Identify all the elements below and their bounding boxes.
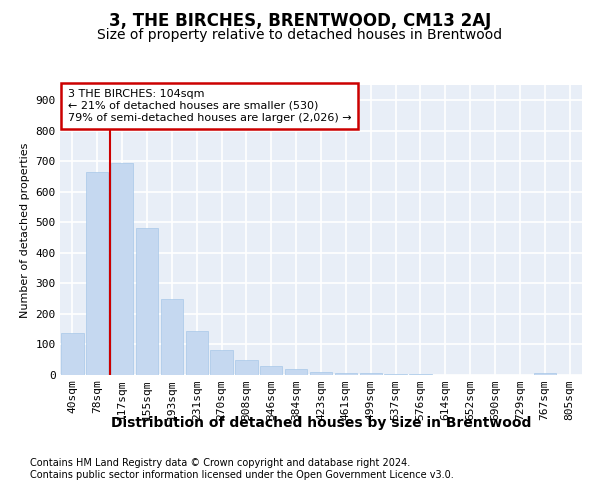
Text: 3, THE BIRCHES, BRENTWOOD, CM13 2AJ: 3, THE BIRCHES, BRENTWOOD, CM13 2AJ bbox=[109, 12, 491, 30]
Bar bbox=[359, 374, 382, 375]
Text: Contains public sector information licensed under the Open Government Licence v3: Contains public sector information licen… bbox=[30, 470, 454, 480]
Y-axis label: Number of detached properties: Number of detached properties bbox=[20, 142, 30, 318]
Bar bbox=[285, 369, 307, 375]
Bar bbox=[385, 374, 407, 375]
Bar bbox=[260, 366, 283, 375]
Bar bbox=[161, 300, 183, 375]
Bar bbox=[533, 372, 556, 375]
Bar bbox=[235, 360, 257, 375]
Text: 3 THE BIRCHES: 104sqm
← 21% of detached houses are smaller (530)
79% of semi-det: 3 THE BIRCHES: 104sqm ← 21% of detached … bbox=[68, 90, 352, 122]
Bar bbox=[185, 330, 208, 375]
Bar bbox=[211, 350, 233, 375]
Bar bbox=[409, 374, 431, 375]
Text: Contains HM Land Registry data © Crown copyright and database right 2024.: Contains HM Land Registry data © Crown c… bbox=[30, 458, 410, 468]
Bar bbox=[136, 228, 158, 375]
Bar bbox=[111, 164, 133, 375]
Bar bbox=[310, 372, 332, 375]
Text: Distribution of detached houses by size in Brentwood: Distribution of detached houses by size … bbox=[111, 416, 531, 430]
Text: Size of property relative to detached houses in Brentwood: Size of property relative to detached ho… bbox=[97, 28, 503, 42]
Bar bbox=[86, 172, 109, 375]
Bar bbox=[61, 333, 83, 375]
Bar bbox=[335, 372, 357, 375]
